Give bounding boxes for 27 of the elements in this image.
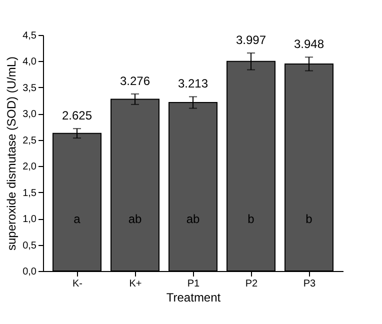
y-tick-label: 0,0 <box>22 266 37 278</box>
data-label: 2.625 <box>62 108 92 123</box>
y-tick-label: 2,5 <box>22 135 37 146</box>
x-tick-label: K- <box>72 278 82 290</box>
annotation: b <box>248 212 255 226</box>
data-label: 3.948 <box>294 37 324 52</box>
data-label: 3.276 <box>120 74 150 88</box>
data-label: 3.997 <box>236 32 266 47</box>
y-tick-label: 4,5 <box>22 30 37 42</box>
annotation: b <box>306 212 313 226</box>
x-tick-label: P1 <box>187 278 200 290</box>
y-tick-label: 3,0 <box>22 109 37 120</box>
y-axis-title: superoxide dismutase (SOD) (U/mL) <box>4 56 19 251</box>
x-tick-label: K+ <box>129 278 142 290</box>
y-tick-label: 1,5 <box>22 188 37 199</box>
x-tick-label: P2 <box>245 278 258 290</box>
annotation: ab <box>128 212 142 226</box>
y-tick-label: 3,5 <box>22 82 37 94</box>
y-tick-label: 1,0 <box>22 214 37 226</box>
x-axis-title: Treatment <box>166 290 222 304</box>
y-tick-label: 4,0 <box>22 56 37 68</box>
x-tick-label: P3 <box>303 278 316 290</box>
annotation: a <box>74 212 81 226</box>
y-tick-label: 2,0 <box>22 162 37 173</box>
y-tick-label: 0,5 <box>22 240 37 252</box>
data-label: 3.213 <box>178 76 208 91</box>
annotation: ab <box>186 212 200 226</box>
